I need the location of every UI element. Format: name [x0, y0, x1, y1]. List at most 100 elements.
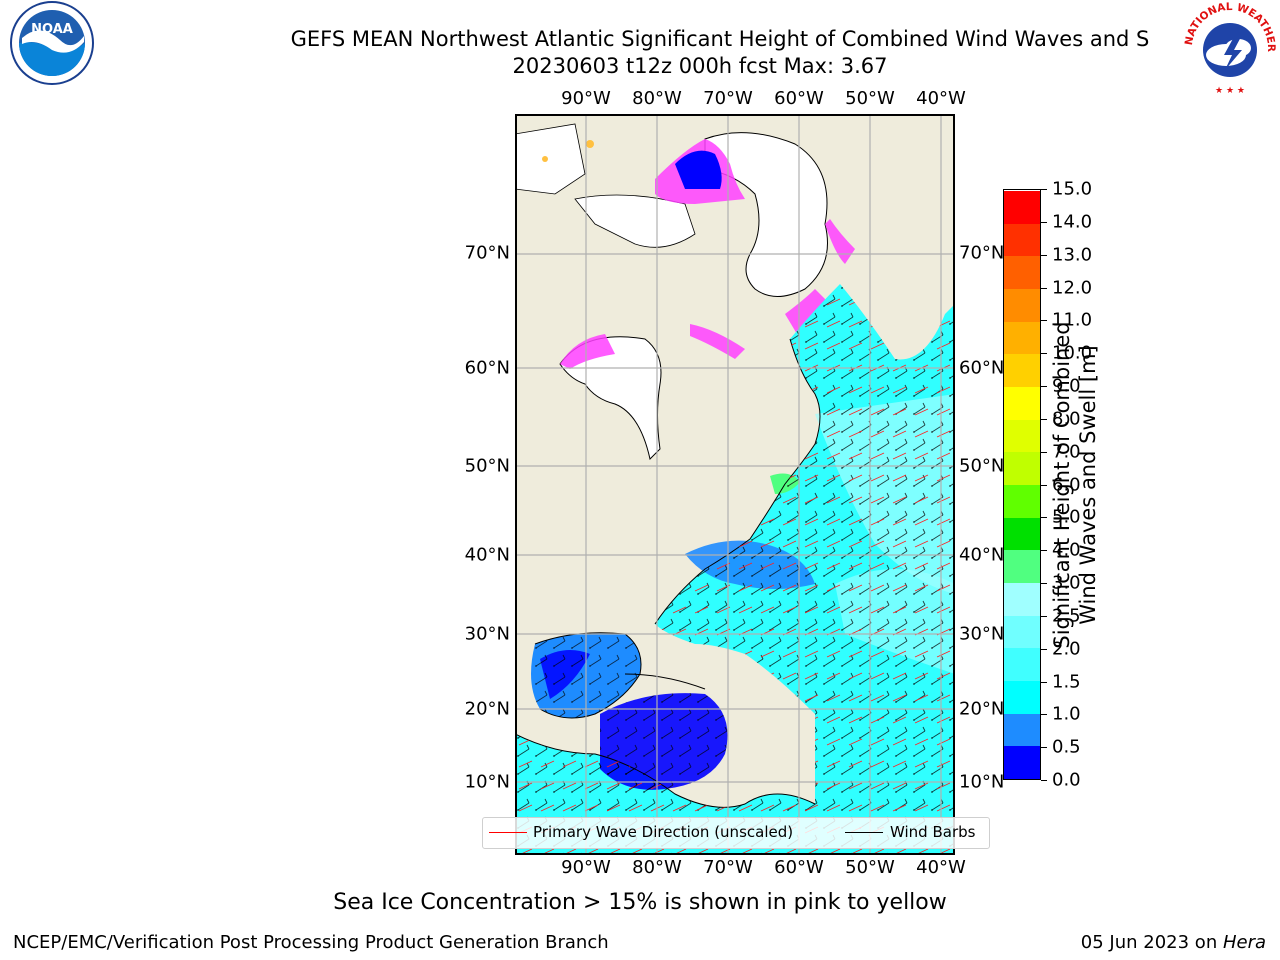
noaa-logo: NOAA: [10, 1, 94, 85]
colorbar-tick-mark: [1041, 353, 1047, 355]
primary-wave-swatch: [489, 832, 527, 833]
lon-label-top: 80°W: [632, 88, 682, 109]
colorbar-tick-label: 2.5: [1052, 605, 1081, 627]
colorbar-segment: [1004, 190, 1040, 224]
lon-label-top: 60°W: [774, 88, 824, 109]
graticule: [515, 114, 955, 855]
map-title: GEFS MEAN Northwest Atlantic Significant…: [290, 27, 1150, 51]
noaa-logo-text: NOAA: [31, 22, 73, 37]
colorbar-tick-label: 14.0: [1052, 211, 1093, 233]
lon-label-top: 90°W: [561, 88, 611, 109]
colorbar-tick-label: 5.0: [1052, 506, 1081, 528]
colorbar-tick-mark: [1041, 681, 1047, 683]
lon-label-top: 50°W: [845, 88, 895, 109]
colorbar-tick-mark: [1041, 221, 1047, 223]
lon-label-bottom: 60°W: [774, 857, 824, 878]
colorbar-tick-mark: [1041, 386, 1047, 387]
colorbar-tick-mark: [1041, 517, 1047, 519]
colorbar-segment: [1004, 582, 1040, 616]
credit-date: 05 Jun 2023 on Hera: [1080, 932, 1266, 953]
lat-label-right: 10°N: [959, 771, 1005, 793]
lat-label-right: 30°N: [959, 623, 1005, 645]
colorbar-tick-label: 1.5: [1052, 671, 1081, 692]
colorbar-segment: [1004, 549, 1040, 583]
colorbar-segment: [1004, 745, 1040, 779]
colorbar-segment: [1004, 386, 1040, 420]
colorbar-segment: [1004, 288, 1040, 322]
colorbar-tick-mark: [1041, 747, 1047, 749]
colorbar-segment: [1004, 647, 1040, 681]
colorbar-tick-mark: [1041, 714, 1047, 716]
colorbar-segment: [1004, 484, 1040, 518]
colorbar-title: Significant Height of Combined Wind Wave…: [1050, 321, 1100, 649]
lat-label-left: 40°N: [464, 544, 510, 566]
colorbar-tick-label: 7.0: [1052, 441, 1081, 463]
legend-wind-barbs: Wind Barbs: [890, 823, 976, 841]
colorbar-segment: [1004, 615, 1040, 649]
colorbar-tick-label: 8.0: [1052, 408, 1081, 430]
colorbar-tick-mark: [1041, 320, 1047, 322]
colorbar-tick-mark: [1041, 451, 1047, 453]
colorbar-tick-label: 12.0: [1052, 277, 1093, 298]
lat-label-left: 70°N: [464, 242, 510, 264]
map-panel: [515, 114, 955, 855]
hudson-bay: [559, 336, 662, 460]
lat-label-right: 20°N: [959, 698, 1005, 720]
lon-label-top: 70°W: [703, 88, 753, 109]
lon-label-bottom: 40°W: [916, 857, 966, 878]
colorbar-segment: [1004, 680, 1040, 714]
colorbar-segment: [1004, 451, 1040, 485]
colorbar-tick-mark: [1041, 254, 1047, 256]
colorbar-tick-label: 0.0: [1052, 769, 1081, 791]
credit-branch: NCEP/EMC/Verification Post Processing Pr…: [13, 932, 609, 953]
lat-label-right: 40°N: [959, 544, 1005, 566]
lat-label-left: 50°N: [464, 455, 510, 477]
colorbar-segment: [1004, 255, 1040, 289]
sea-ice-note: Sea Ice Concentration > 15% is shown in …: [333, 890, 947, 915]
legend-primary-wave: Primary Wave Direction (unscaled): [533, 823, 794, 841]
colorbar-tick-mark: [1041, 550, 1047, 552]
colorbar-tick-mark: [1041, 287, 1047, 289]
colorbar-tick-mark: [1041, 648, 1047, 650]
wind-barb-swatch: [845, 832, 883, 833]
colorbar-tick-label: 6.0: [1052, 474, 1081, 495]
map-subtitle: 20230603 t12z 000h fcst Max: 3.67: [512, 54, 888, 78]
colorbar-segment: [1004, 713, 1040, 747]
lon-label-bottom: 50°W: [845, 857, 895, 878]
colorbar-tick-mark: [1041, 189, 1047, 190]
colorbar-segment: [1004, 321, 1040, 355]
colorbar-tick-label: 1.0: [1052, 703, 1081, 725]
colorbar: [1003, 189, 1041, 780]
lon-label-bottom: 80°W: [632, 857, 682, 878]
colorbar-segment: [1004, 353, 1040, 387]
colorbar-tick-label: 2.0: [1052, 638, 1081, 660]
colorbar-segment: [1004, 419, 1040, 453]
colorbar-tick-label: 15.0: [1052, 178, 1093, 200]
lat-label-left: 10°N: [464, 771, 510, 793]
greenland-region: [704, 132, 828, 297]
lat-label-right: 50°N: [959, 455, 1005, 477]
colorbar-segment: [1004, 517, 1040, 551]
lat-label-left: 30°N: [464, 623, 510, 645]
colorbar-tick-label: 9.0: [1052, 375, 1081, 397]
colorbar-tick-label: 4.0: [1052, 539, 1081, 561]
lon-label-top: 40°W: [916, 88, 966, 109]
colorbar-tick-mark: [1041, 780, 1047, 781]
lat-label-left: 20°N: [464, 698, 510, 720]
colorbar-tick-mark: [1041, 484, 1047, 486]
colorbar-tick-mark: [1041, 418, 1047, 420]
colorbar-tick-mark: [1041, 583, 1047, 584]
lon-label-bottom: 70°W: [703, 857, 753, 878]
colorbar-tick-mark: [1041, 615, 1047, 617]
colorbar-tick-label: 0.5: [1052, 736, 1081, 758]
lon-label-bottom: 90°W: [561, 857, 611, 878]
map-legend: Primary Wave Direction (unscaled) Wind B…: [482, 817, 990, 849]
colorbar-tick-label: 13.0: [1052, 244, 1093, 266]
nws-logo: NATIONAL WEATHER SERVICE ★ ★ ★: [1180, 0, 1277, 96]
colorbar-tick-label: 11.0: [1052, 309, 1093, 331]
lat-label-right: 60°N: [959, 357, 1005, 379]
colorbar-tick-label: 10.0: [1052, 342, 1093, 364]
colorbar-tick-label: 3.0: [1052, 572, 1081, 594]
lat-label-left: 60°N: [464, 357, 510, 379]
svg-text:★ ★ ★: ★ ★ ★: [1215, 86, 1245, 96]
